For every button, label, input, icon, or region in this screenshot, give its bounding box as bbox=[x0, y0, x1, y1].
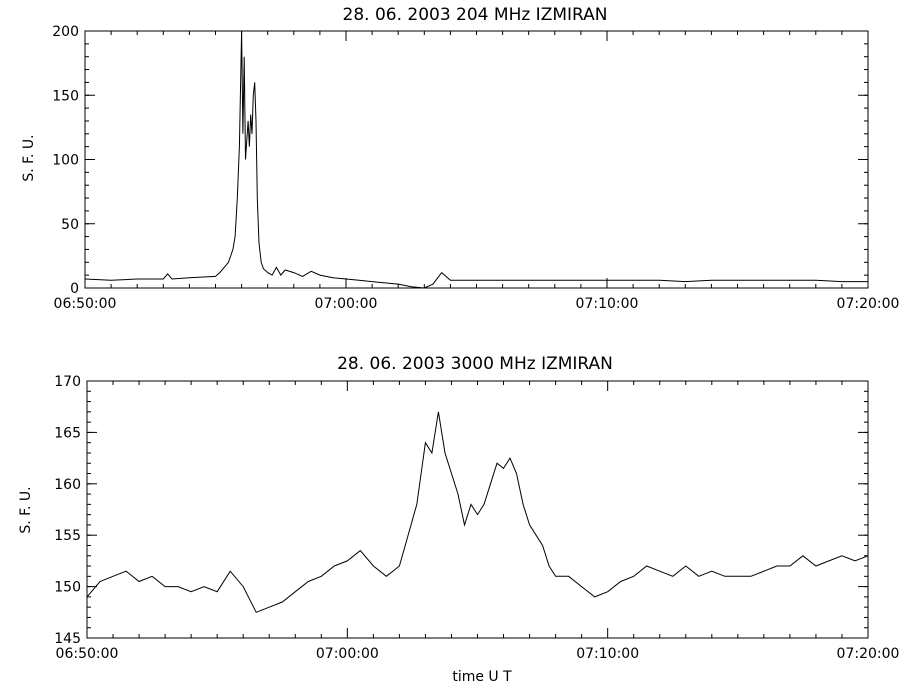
chart-panel-204mhz: 28. 06. 2003 204 MHz IZMIRAN S. F. U. 06… bbox=[21, 5, 899, 312]
chart-panel-3000mhz: 28. 06. 2003 3000 MHz IZMIRAN S. F. U. t… bbox=[18, 354, 899, 685]
y-tick-label-3000mhz-5: 170 bbox=[54, 374, 81, 390]
y-tick-label-204mhz-2: 100 bbox=[52, 153, 79, 169]
tick-group-3000mhz bbox=[86, 380, 869, 639]
plot-frame-3000mhz bbox=[86, 380, 869, 639]
y-tick-label-3000mhz-4: 165 bbox=[54, 425, 81, 441]
tick-labels-3000mhz: 06:50:00 07:00:00 07:10:00 07:20:00 145 150 15… bbox=[54, 374, 899, 662]
x-tick-label-204mhz-1: 07:00:00 bbox=[315, 296, 378, 312]
y-tick-label-204mhz-0: 0 bbox=[70, 281, 79, 297]
y-axis-label-204mhz: S. F. U. bbox=[21, 134, 37, 181]
y-tick-label-3000mhz-0: 145 bbox=[54, 631, 81, 647]
tick-group-204mhz bbox=[84, 30, 869, 289]
x-tick-label-204mhz-3: 07:20:00 bbox=[837, 296, 900, 312]
x-tick-label-3000mhz-1: 07:00:00 bbox=[316, 646, 379, 662]
series-line-204mhz bbox=[84, 30, 868, 289]
y-tick-label-3000mhz-3: 160 bbox=[54, 477, 81, 493]
x-tick-label-3000mhz-0: 06:50:00 bbox=[56, 646, 119, 662]
chart-title-3000mhz: 28. 06. 2003 3000 MHz IZMIRAN bbox=[337, 354, 613, 374]
chart-title-204mhz: 28. 06. 2003 204 MHz IZMIRAN bbox=[343, 5, 608, 25]
tick-labels-204mhz: 06:50:00 07:00:00 07:10:00 07:20:00 0 50 100 15… bbox=[52, 24, 899, 312]
x-tick-label-3000mhz-3: 07:20:00 bbox=[837, 646, 900, 662]
y-axis-label-3000mhz: S. F. U. bbox=[18, 486, 34, 533]
x-tick-label-204mhz-0: 06:50:00 bbox=[54, 296, 117, 312]
plot-frame-204mhz bbox=[84, 30, 869, 289]
x-axis-label-3000mhz: time U T bbox=[452, 669, 512, 685]
series-line-3000mhz bbox=[86, 411, 869, 613]
x-tick-label-204mhz-2: 07:10:00 bbox=[576, 296, 639, 312]
x-tick-label-3000mhz-2: 07:10:00 bbox=[576, 646, 639, 662]
y-tick-label-3000mhz-2: 155 bbox=[54, 528, 81, 544]
y-tick-label-204mhz-3: 150 bbox=[52, 88, 79, 104]
y-tick-label-204mhz-1: 50 bbox=[61, 217, 79, 233]
y-tick-label-204mhz-4: 200 bbox=[52, 24, 79, 40]
y-tick-label-3000mhz-1: 150 bbox=[54, 580, 81, 596]
